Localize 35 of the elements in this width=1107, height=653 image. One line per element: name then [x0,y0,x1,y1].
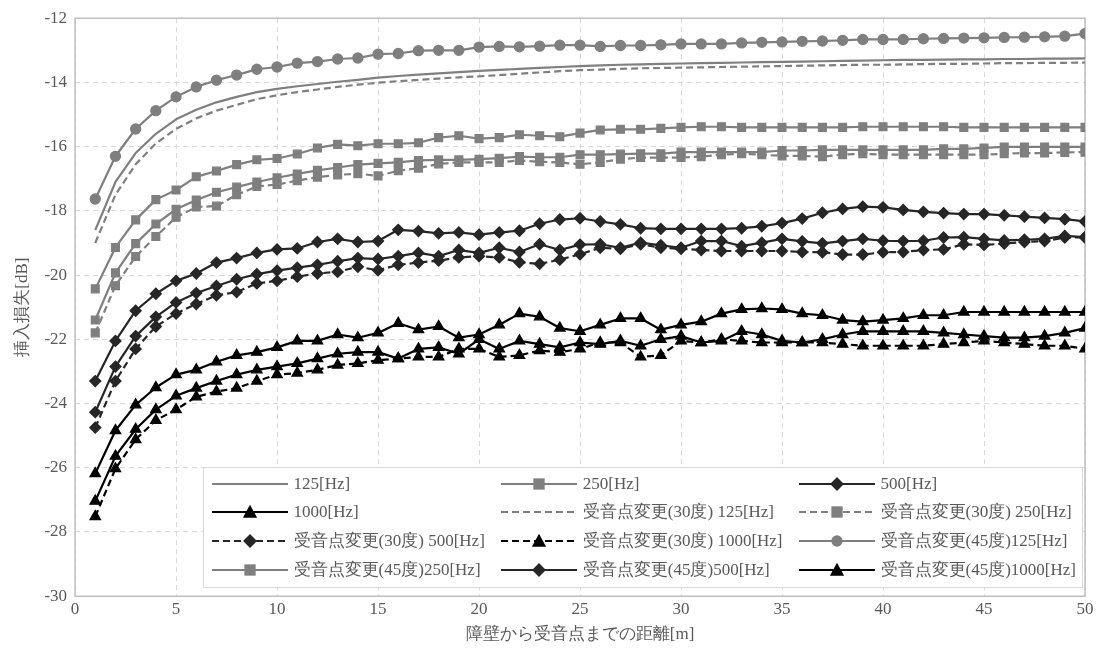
x-tick-label: 5 [171,598,181,618]
y-tick-label: -14 [44,71,68,91]
y-axis-title: 挿入損失[dB] [11,257,31,357]
x-tick-label: 25 [571,598,589,618]
x-tick-label: 20 [470,598,488,618]
y-tick-label: -22 [44,328,68,348]
legend-label: 受音点変更(45度)125[Hz] [880,530,1068,553]
legend-label: 500[Hz] [880,474,938,495]
legend-label: 受音点変更(30度) 1000[Hz] [582,530,783,553]
x-tick-label: 45 [975,598,993,618]
legend-label: 受音点変更(45度)500[Hz] [582,559,770,582]
x-tick-label: 0 [70,598,80,618]
y-tick-label: -20 [44,264,68,284]
legend-label: 1000[Hz] [293,501,359,522]
x-axis-title: 障壁から受音点までの距離[m] [465,624,695,644]
y-tick-label: -30 [44,585,68,605]
legend-label: 受音点変更(30度) 500[Hz] [293,530,485,553]
y-tick-label: -28 [44,521,68,541]
legend-label: 受音点変更(30度) 125[Hz] [582,501,775,524]
x-tick-label: 30 [672,598,690,618]
y-tick-label: -16 [44,136,68,156]
y-tick-label: -26 [44,457,68,477]
x-tick-label: 35 [773,598,791,618]
y-tick-label: -12 [44,7,68,27]
legend-label: 受音点変更(30度) 250[Hz] [880,501,1072,524]
x-tick-label: 40 [874,598,892,618]
legend-label: 125[Hz] [293,474,351,495]
legend-label: 250[Hz] [582,474,640,495]
x-tick-label: 50 [1076,598,1094,618]
x-tick-label: 10 [268,598,286,618]
y-tick-label: -18 [44,200,68,220]
x-tick-label: 15 [369,598,387,618]
legend-label: 受音点変更(45度)250[Hz] [293,559,481,582]
legend-label: 受音点変更(45度)1000[Hz] [880,559,1076,582]
y-tick-label: -24 [44,393,68,412]
